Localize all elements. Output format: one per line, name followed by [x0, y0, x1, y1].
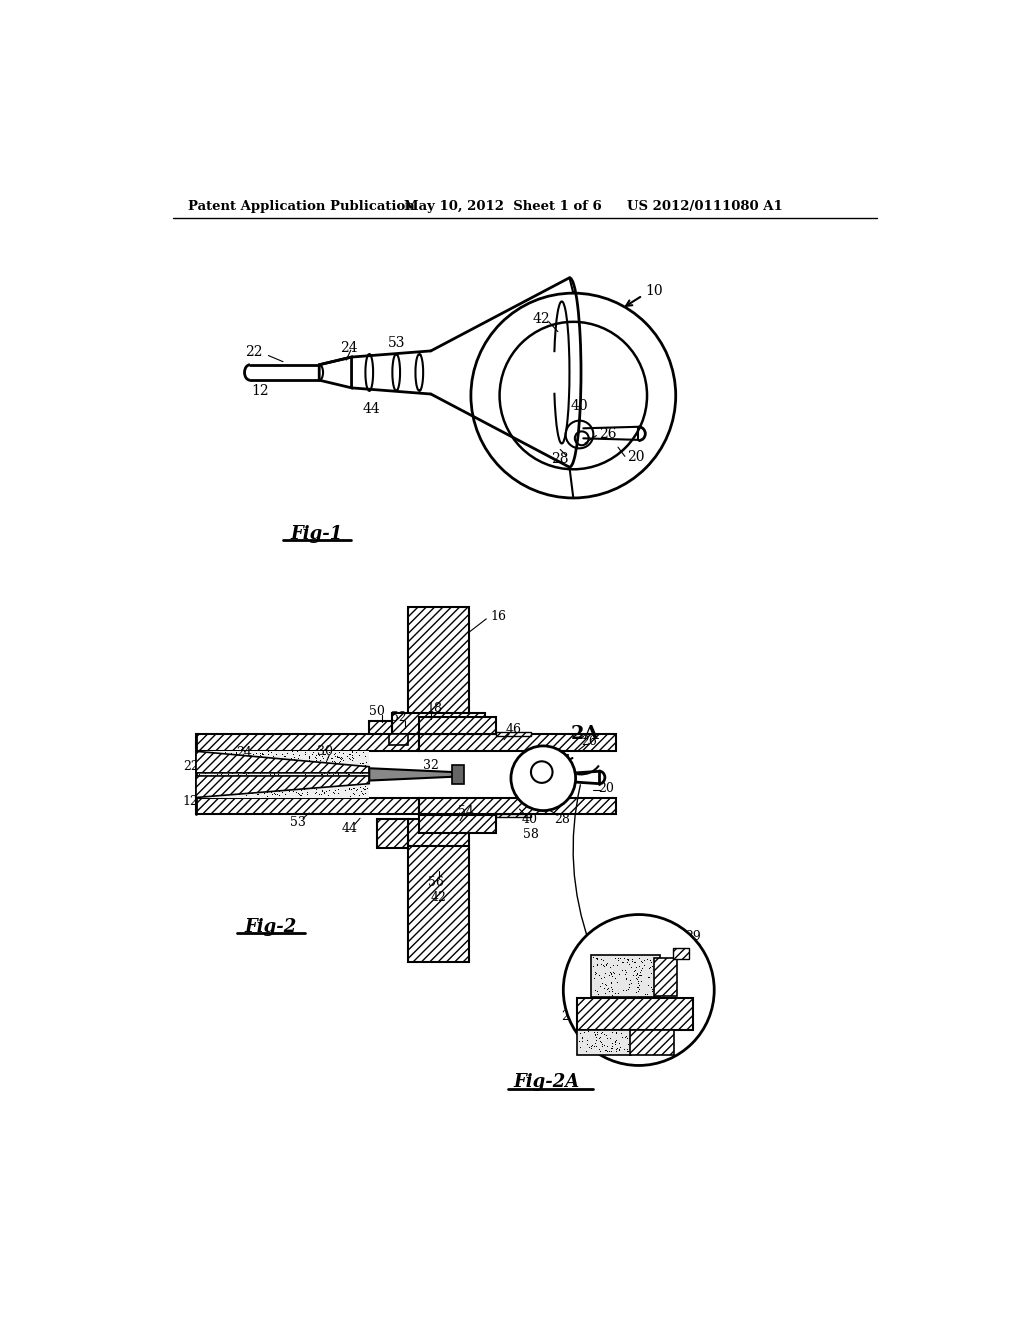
- Text: 44: 44: [342, 822, 358, 834]
- Bar: [630, 1030, 674, 1055]
- Bar: [196, 797, 419, 814]
- Polygon shape: [196, 751, 370, 774]
- Bar: [408, 818, 469, 849]
- Text: 16: 16: [490, 610, 507, 623]
- Bar: [196, 734, 419, 751]
- Bar: [392, 713, 484, 737]
- Text: 40: 40: [521, 813, 538, 825]
- Text: 29: 29: [685, 929, 700, 942]
- Bar: [497, 733, 531, 737]
- Bar: [196, 751, 370, 797]
- Text: 28: 28: [686, 944, 702, 957]
- Text: 24: 24: [570, 972, 587, 985]
- Text: 40: 40: [570, 400, 588, 413]
- Text: 44: 44: [362, 401, 381, 416]
- Circle shape: [563, 915, 714, 1065]
- Bar: [674, 948, 689, 960]
- Bar: [388, 734, 408, 744]
- Text: 20: 20: [561, 1010, 578, 1023]
- Circle shape: [511, 746, 575, 810]
- Bar: [377, 818, 408, 849]
- Text: 28: 28: [554, 813, 569, 825]
- Bar: [408, 846, 469, 961]
- Text: 42: 42: [532, 312, 550, 326]
- Text: 56: 56: [428, 875, 443, 888]
- Text: 10: 10: [645, 284, 663, 298]
- Bar: [497, 814, 531, 817]
- Text: 20: 20: [598, 781, 614, 795]
- Text: 22: 22: [245, 346, 262, 359]
- Text: 52: 52: [391, 711, 408, 723]
- Bar: [578, 998, 692, 1030]
- Bar: [370, 721, 392, 737]
- Polygon shape: [370, 768, 454, 780]
- Text: 30: 30: [317, 744, 334, 758]
- Bar: [419, 816, 497, 833]
- Text: 22: 22: [182, 760, 199, 774]
- Text: US 2012/0111080 A1: US 2012/0111080 A1: [628, 199, 783, 213]
- Text: 24: 24: [340, 341, 357, 355]
- Text: 20: 20: [627, 450, 644, 465]
- Text: 32: 32: [423, 759, 439, 772]
- Bar: [654, 958, 677, 997]
- Text: 28: 28: [552, 451, 569, 466]
- Bar: [578, 1030, 631, 1055]
- Text: 2A: 2A: [570, 726, 599, 743]
- Text: Fig-1: Fig-1: [291, 525, 343, 543]
- Bar: [419, 734, 615, 751]
- Text: 58: 58: [523, 828, 539, 841]
- Text: 50: 50: [369, 705, 385, 718]
- Text: 24: 24: [237, 746, 253, 759]
- Text: 26: 26: [599, 428, 616, 441]
- Bar: [591, 956, 660, 997]
- Text: Fig-2: Fig-2: [245, 917, 297, 936]
- Polygon shape: [196, 776, 370, 797]
- Text: 53: 53: [387, 337, 404, 350]
- Text: May 10, 2012  Sheet 1 of 6: May 10, 2012 Sheet 1 of 6: [403, 199, 602, 213]
- Text: 12: 12: [182, 795, 199, 808]
- Text: 18: 18: [427, 702, 442, 715]
- Text: 53: 53: [291, 816, 306, 829]
- Text: Fig-2A: Fig-2A: [513, 1073, 580, 1092]
- Text: Patent Application Publication: Patent Application Publication: [188, 199, 415, 213]
- Bar: [419, 797, 615, 814]
- Text: 54: 54: [458, 805, 473, 818]
- Bar: [408, 607, 469, 721]
- Bar: [453, 766, 464, 784]
- Text: 42: 42: [431, 891, 446, 904]
- Text: 26: 26: [582, 735, 597, 748]
- Text: 12: 12: [251, 384, 268, 397]
- Bar: [419, 717, 497, 734]
- Text: 46: 46: [505, 723, 521, 737]
